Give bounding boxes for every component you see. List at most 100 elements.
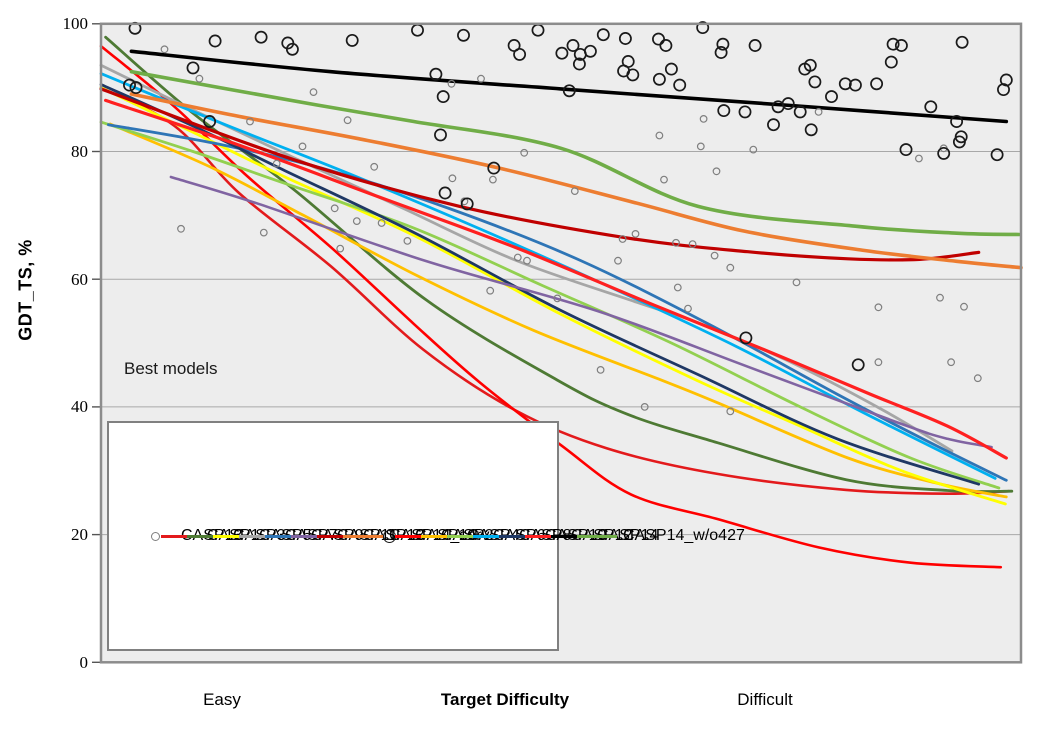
data-point [434, 128, 447, 142]
data-point [660, 175, 668, 184]
y-tick-label: 0 [79, 652, 89, 672]
x-axis-label-easy: Easy [203, 690, 241, 709]
data-point [460, 197, 474, 211]
data-point [652, 72, 666, 86]
data-point [246, 117, 254, 126]
data-point [952, 135, 966, 149]
legend-line-swatch [473, 534, 513, 538]
data-point [950, 115, 964, 128]
data-point [186, 61, 200, 75]
data-point [874, 303, 883, 312]
data-point [123, 78, 136, 92]
data-point [309, 88, 318, 96]
data-point [460, 197, 469, 206]
data-point [370, 162, 379, 171]
scatter-casp14 [123, 21, 1013, 372]
data-point [851, 358, 865, 372]
data-point [899, 143, 913, 157]
data-point [848, 78, 862, 92]
data-point [915, 154, 923, 163]
data-point [177, 224, 185, 233]
data-point [870, 77, 884, 91]
legend-line-swatch [395, 534, 435, 538]
legend-swatch [343, 534, 383, 538]
data-point [717, 104, 731, 118]
data-point [259, 228, 268, 237]
legend-line-swatch [317, 534, 357, 538]
legend-item-casp6: CASP6 [421, 426, 545, 646]
legend-swatch [317, 534, 357, 538]
legend-item-casp10: CASP10 [473, 426, 606, 646]
y-tick-label: 60 [71, 269, 88, 289]
legend-swatch [213, 534, 253, 538]
data-point [710, 251, 719, 260]
data-point [792, 278, 801, 287]
legend-line-swatch [161, 534, 201, 538]
data-point [377, 219, 386, 227]
data-point [726, 407, 735, 416]
legend-swatch [161, 534, 201, 538]
legend-swatch [421, 534, 461, 538]
data-point [160, 45, 169, 54]
legend-line-swatch [577, 534, 617, 538]
data-point [352, 217, 361, 226]
legend-item-casp4: CASP4 [395, 426, 519, 646]
data-point [924, 100, 938, 114]
data-point [960, 302, 968, 311]
data-point [285, 42, 299, 56]
data-point [738, 105, 752, 119]
legend-swatch [473, 534, 513, 538]
y-tick-label: 100 [62, 14, 89, 34]
data-point [696, 21, 710, 35]
data-point [825, 90, 838, 104]
data-point [596, 28, 610, 42]
data-point [673, 78, 687, 92]
data-point [520, 148, 529, 157]
data-point [726, 263, 735, 272]
data-point [330, 204, 339, 213]
data-point [699, 114, 708, 123]
legend-label: CASP14 [597, 527, 659, 544]
data-point [894, 39, 908, 52]
x-axis-title: Target Difficulty [440, 690, 570, 709]
data-point [804, 123, 818, 137]
legend-item-casp8: CASP8 [447, 426, 571, 646]
legend-line-swatch [291, 534, 331, 538]
legend-line-swatch [213, 534, 253, 538]
data-point [640, 403, 649, 411]
scatter-casp13 [160, 45, 982, 416]
data-point [487, 161, 501, 175]
data-point [712, 167, 721, 176]
legend-swatch [187, 534, 227, 538]
data-point [672, 238, 680, 247]
data-point [345, 33, 359, 47]
legend-swatch [551, 534, 591, 538]
legend-swatch [447, 534, 487, 538]
y-tick-label: 80 [71, 142, 88, 161]
data-point [486, 286, 495, 295]
data-point [447, 79, 456, 88]
data-point [838, 77, 852, 91]
legend-line-swatch [499, 534, 539, 538]
data-point [990, 148, 1004, 162]
data-point [884, 55, 898, 69]
data-point [626, 68, 640, 82]
data-point [664, 62, 678, 76]
annotation-best-models: Best models [124, 359, 218, 378]
data-point [489, 175, 497, 184]
data-point [655, 131, 664, 140]
legend-item-casp7: CASP7 [213, 426, 337, 646]
y-axis-title: GDT_TS, % [15, 239, 36, 341]
data-point [298, 142, 307, 151]
data-point [618, 32, 632, 45]
legend-swatch [291, 534, 331, 538]
legend-item-casp14: CASP14 [343, 426, 476, 646]
data-point [129, 81, 143, 95]
legend-swatch [499, 534, 539, 538]
legend-swatch [265, 534, 305, 538]
legend-circle-marker [150, 531, 160, 541]
data-point [688, 240, 697, 249]
legend-item-casp3: CASP3 [161, 426, 285, 646]
data-point [874, 358, 883, 367]
